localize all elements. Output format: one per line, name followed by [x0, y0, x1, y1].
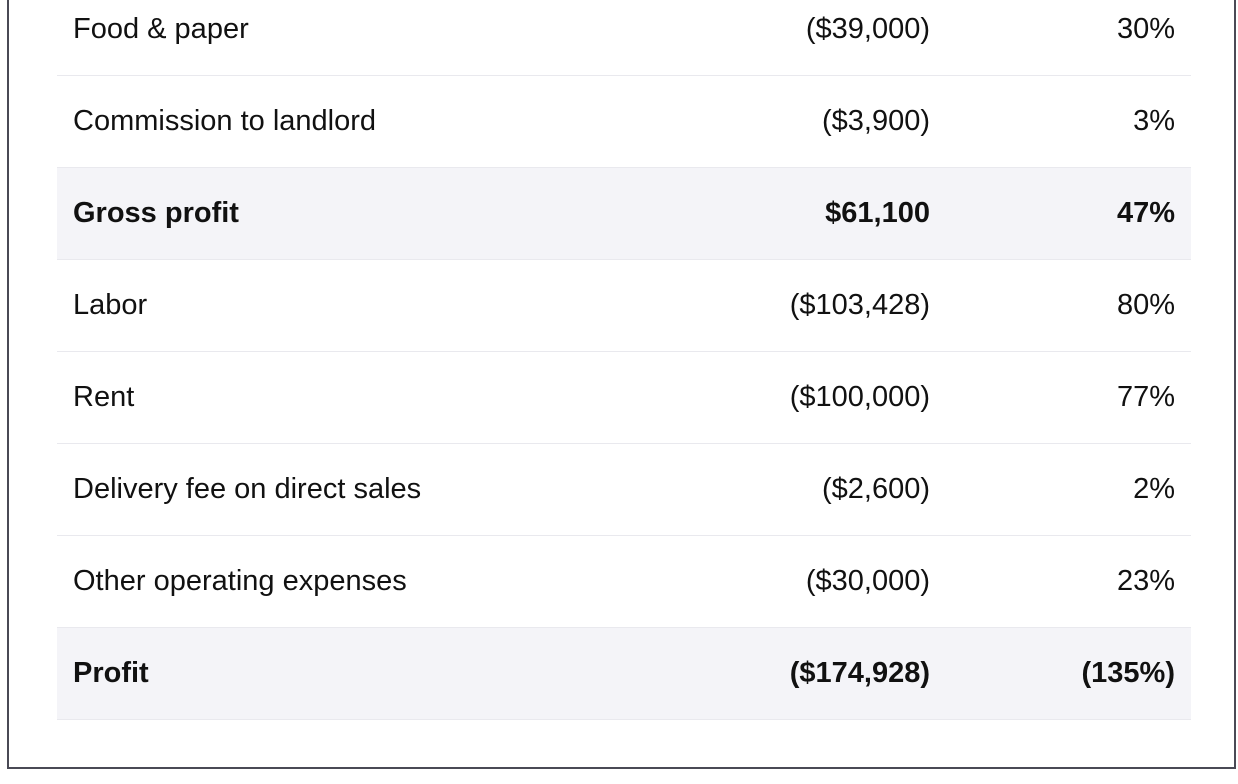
row-label: Other operating expenses [73, 565, 407, 597]
row-label: Labor [73, 289, 148, 321]
table-row-gross-profit: Gross profit $61,100 47% [57, 168, 1191, 260]
row-percent: (135%) [1081, 657, 1176, 689]
table-row-other-expenses: Other operating expenses ($30,000) 23% [57, 536, 1191, 628]
row-amount: ($103,428) [789, 289, 930, 321]
row-label: Food & paper [73, 13, 249, 45]
row-percent: 47% [1116, 197, 1175, 229]
table-row-delivery-fee: Delivery fee on direct sales ($2,600) 2% [57, 444, 1191, 536]
row-percent: 30% [1116, 13, 1175, 45]
row-amount: ($39,000) [805, 13, 930, 45]
row-label: Delivery fee on direct sales [73, 473, 422, 505]
row-label: Commission to landlord [73, 105, 377, 137]
row-percent: 2% [1133, 473, 1175, 505]
row-percent: 77% [1116, 381, 1175, 413]
table-row-food-paper: Food & paper ($39,000) 30% [57, 0, 1191, 76]
row-amount: $61,100 [825, 197, 930, 229]
profit-loss-table: Food & paper ($39,000) 30% Commission to… [57, 0, 1191, 720]
row-amount: ($30,000) [805, 565, 930, 597]
row-amount: ($2,600) [821, 473, 930, 505]
row-label: Rent [73, 381, 135, 413]
row-amount: ($100,000) [789, 381, 930, 413]
row-amount: ($3,900) [821, 105, 930, 137]
row-percent: 80% [1116, 289, 1175, 321]
table-row-commission: Commission to landlord ($3,900) 3% [57, 76, 1191, 168]
row-label: Profit [73, 657, 149, 689]
row-percent: 23% [1116, 565, 1175, 597]
table-row-labor: Labor ($103,428) 80% [57, 260, 1191, 352]
table-row-profit: Profit ($174,928) (135%) [57, 628, 1191, 720]
row-label: Gross profit [73, 197, 239, 229]
row-amount: ($174,928) [789, 657, 930, 689]
row-percent: 3% [1133, 105, 1175, 137]
document-frame [7, 0, 1236, 769]
table-row-rent: Rent ($100,000) 77% [57, 352, 1191, 444]
